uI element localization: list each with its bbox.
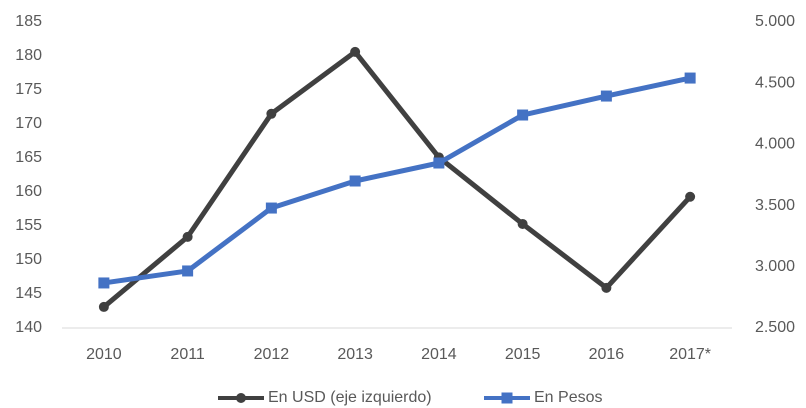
y2-tick-label: 3.000 [755, 258, 795, 275]
y2-tick-label: 4.500 [755, 74, 795, 91]
legend-label: En USD (eje izquierdo) [268, 389, 432, 406]
x-tick-label: 2011 [170, 346, 205, 363]
x-tick-label: 2017* [669, 346, 711, 363]
y2-tick-label: 5.000 [755, 13, 795, 30]
x-tick-label: 2012 [254, 346, 290, 363]
y-tick-label: 160 [15, 183, 42, 200]
x-tick-label: 2015 [505, 346, 541, 363]
y-tick-label: 180 [15, 47, 42, 64]
legend-label: En Pesos [534, 389, 602, 406]
series-line [102, 49, 692, 309]
data-point [349, 175, 361, 187]
y-tick-label: 170 [15, 115, 42, 132]
data-point [350, 46, 361, 57]
data-point [601, 282, 612, 293]
data-point [265, 202, 277, 214]
y2-tick-label: 2.500 [755, 319, 795, 336]
y-tick-label: 155 [15, 217, 42, 234]
legend-marker [501, 392, 513, 404]
data-point [98, 301, 109, 312]
x-tick-label: 2013 [337, 346, 373, 363]
x-tick-label: 2016 [589, 346, 625, 363]
data-point [182, 231, 193, 242]
y-tick-label: 185 [15, 13, 42, 30]
y2-tick-label: 3.500 [755, 197, 795, 214]
y-tick-label: 175 [15, 81, 42, 98]
y-tick-label: 165 [15, 149, 42, 166]
data-point [685, 191, 696, 202]
series-line [103, 75, 691, 286]
data-point [517, 109, 529, 121]
legend-marker [236, 393, 246, 403]
data-point [517, 218, 528, 229]
data-point [182, 265, 194, 277]
data-point [684, 72, 696, 84]
y2-tick-label: 4.000 [755, 136, 795, 153]
data-point [98, 277, 110, 289]
y-tick-label: 145 [15, 285, 42, 302]
x-tick-label: 2014 [421, 346, 457, 363]
y-tick-label: 140 [15, 319, 42, 336]
data-point [266, 108, 277, 119]
x-tick-label: 2010 [86, 346, 122, 363]
data-point [433, 157, 445, 169]
y-tick-label: 150 [15, 251, 42, 268]
data-point [600, 90, 612, 102]
